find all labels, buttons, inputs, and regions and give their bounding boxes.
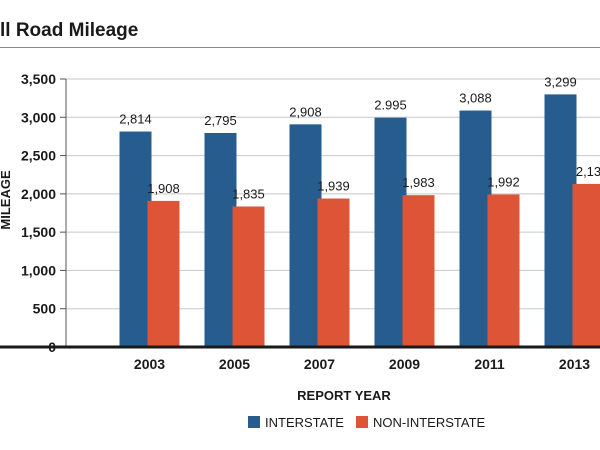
bar <box>459 110 492 348</box>
bar <box>402 195 435 347</box>
y-tick-label: 1,500 <box>21 224 56 240</box>
bar <box>572 183 600 347</box>
x-tick-label: 2013 <box>559 356 590 372</box>
data-label: 2,908 <box>289 104 322 119</box>
data-label: 1,835 <box>232 186 265 201</box>
legend-swatch <box>356 416 368 428</box>
x-tick-label: 2011 <box>474 356 505 372</box>
x-tick-label: 2009 <box>389 356 420 372</box>
data-label: 1,908 <box>147 181 180 196</box>
data-label: 2,814 <box>119 112 152 127</box>
y-tick-label: 1,000 <box>21 262 56 278</box>
data-label: 2.995 <box>374 98 407 113</box>
bar <box>487 194 520 347</box>
y-tick-label: 2,000 <box>21 186 56 202</box>
legend-label: INTERSTATE <box>265 415 344 430</box>
x-tick-label: 2003 <box>134 356 165 372</box>
y-tick-label: 500 <box>33 301 57 317</box>
title-divider <box>0 47 600 48</box>
bar <box>289 124 322 347</box>
bar <box>544 94 577 347</box>
x-axis-title: REPORT YEAR <box>297 388 391 403</box>
data-label: 1,983 <box>402 175 435 190</box>
data-label: 1,939 <box>317 179 350 194</box>
data-label: 2,795 <box>204 113 237 128</box>
x-tick-label: 2007 <box>304 356 335 372</box>
bar <box>147 200 180 347</box>
chart-title: ll Road Mileage <box>0 20 139 41</box>
data-label: 3,299 <box>544 74 577 89</box>
y-axis-title: MILEAGE <box>0 170 13 230</box>
y-tick-label: 3,500 <box>21 71 56 87</box>
bar <box>317 198 350 347</box>
y-tick-label: 2,500 <box>21 148 56 164</box>
data-label: 2,13 <box>576 164 600 179</box>
bar <box>232 206 265 347</box>
bar <box>204 132 237 347</box>
bar <box>119 131 152 347</box>
legend-swatch <box>248 416 260 428</box>
y-tick-label: 3,000 <box>21 109 56 125</box>
data-label: 1,992 <box>487 174 520 189</box>
x-tick-label: 2005 <box>219 356 250 372</box>
legend-label: NON-INTERSTATE <box>373 415 486 430</box>
bar <box>374 117 407 347</box>
data-label: 3,088 <box>459 91 492 106</box>
